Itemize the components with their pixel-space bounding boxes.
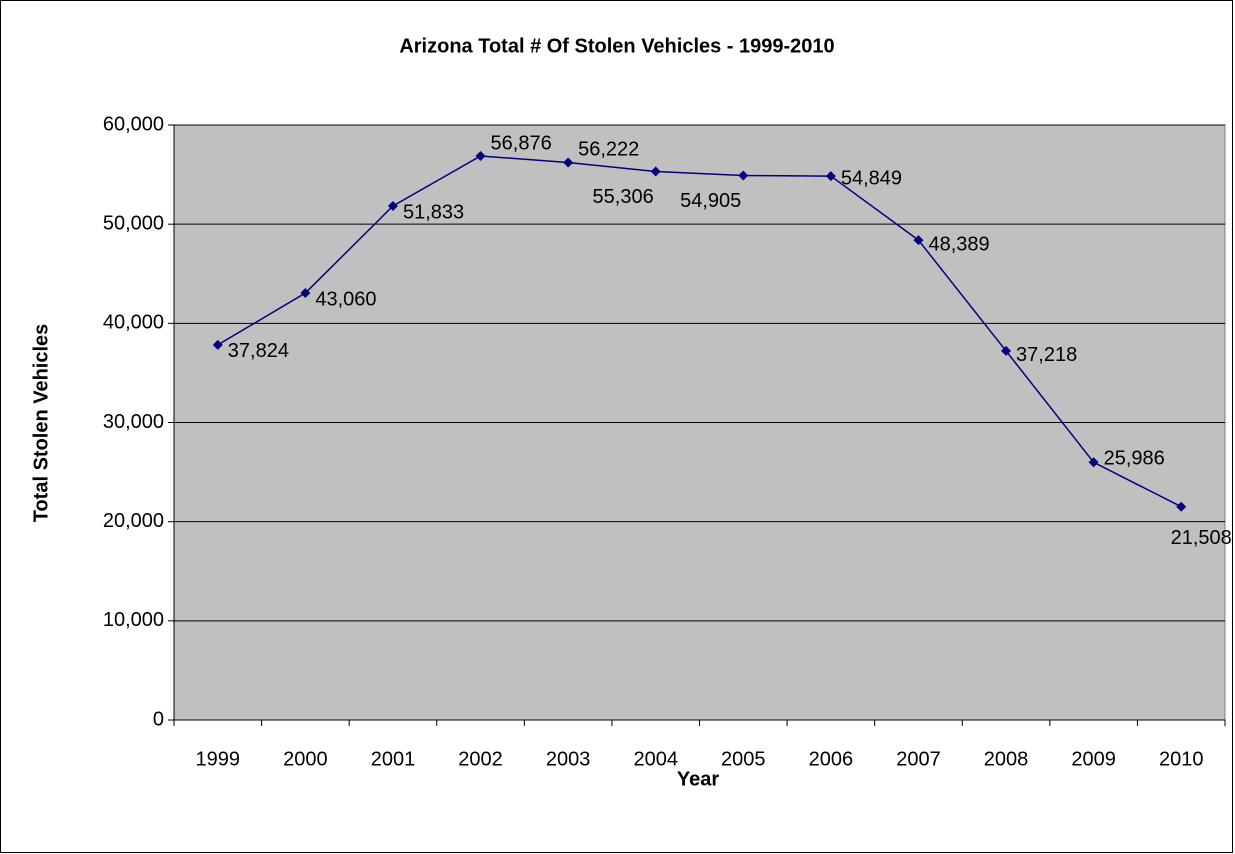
data-label: 54,905 xyxy=(680,190,741,212)
data-point xyxy=(300,287,311,298)
data-label: 37,824 xyxy=(228,340,289,362)
data-point xyxy=(387,200,398,211)
data-label: 51,833 xyxy=(403,201,464,223)
data-label: 55,306 xyxy=(593,186,654,208)
y-tick-label: 20,000 xyxy=(103,510,164,532)
data-label: 25,986 xyxy=(1104,448,1165,470)
x-tick-label: 2006 xyxy=(809,748,854,770)
data-point xyxy=(738,170,749,181)
data-point xyxy=(1001,345,1012,356)
x-tick-label: 2010 xyxy=(1159,748,1204,770)
chart-title: Arizona Total # Of Stolen Vehicles - 199… xyxy=(399,35,834,57)
data-point xyxy=(650,166,661,177)
data-line xyxy=(217,155,1182,508)
y-tick-label: 10,000 xyxy=(103,609,164,631)
x-tick-label: 2008 xyxy=(984,748,1029,770)
data-point xyxy=(825,171,836,182)
data-label: 37,218 xyxy=(1016,344,1077,366)
y-tick-label: 60,000 xyxy=(103,113,164,135)
data-label: 54,849 xyxy=(841,167,902,189)
x-tick-label: 2009 xyxy=(1071,748,1116,770)
x-tick-label: 2000 xyxy=(283,748,328,770)
y-tick-label: 30,000 xyxy=(103,411,164,433)
data-label: 56,222 xyxy=(578,139,639,161)
y-tick-label: 0 xyxy=(153,708,164,730)
data-point xyxy=(1176,501,1187,512)
data-label: 43,060 xyxy=(315,288,376,310)
y-tick-label: 40,000 xyxy=(103,312,164,334)
data-point xyxy=(913,235,924,246)
data-label: 21,508 xyxy=(1171,527,1232,549)
x-axis-title: Year xyxy=(677,768,719,790)
x-tick-label: 2004 xyxy=(633,748,678,770)
x-tick-label: 2001 xyxy=(371,748,416,770)
x-tick-label: 1999 xyxy=(196,748,241,770)
data-label: 56,876 xyxy=(491,132,552,154)
y-axis-title: Total Stolen Vehicles xyxy=(30,324,52,523)
x-tick-label: 2002 xyxy=(458,748,503,770)
data-label: 48,389 xyxy=(928,233,989,255)
y-tick-label: 50,000 xyxy=(103,212,164,234)
x-tick-label: 2003 xyxy=(546,748,591,770)
data-point xyxy=(1088,457,1099,468)
x-tick-label: 2005 xyxy=(721,748,766,770)
x-tick-label: 2007 xyxy=(896,748,941,770)
data-point xyxy=(475,150,486,161)
data-point xyxy=(212,339,223,350)
data-point xyxy=(563,157,574,168)
